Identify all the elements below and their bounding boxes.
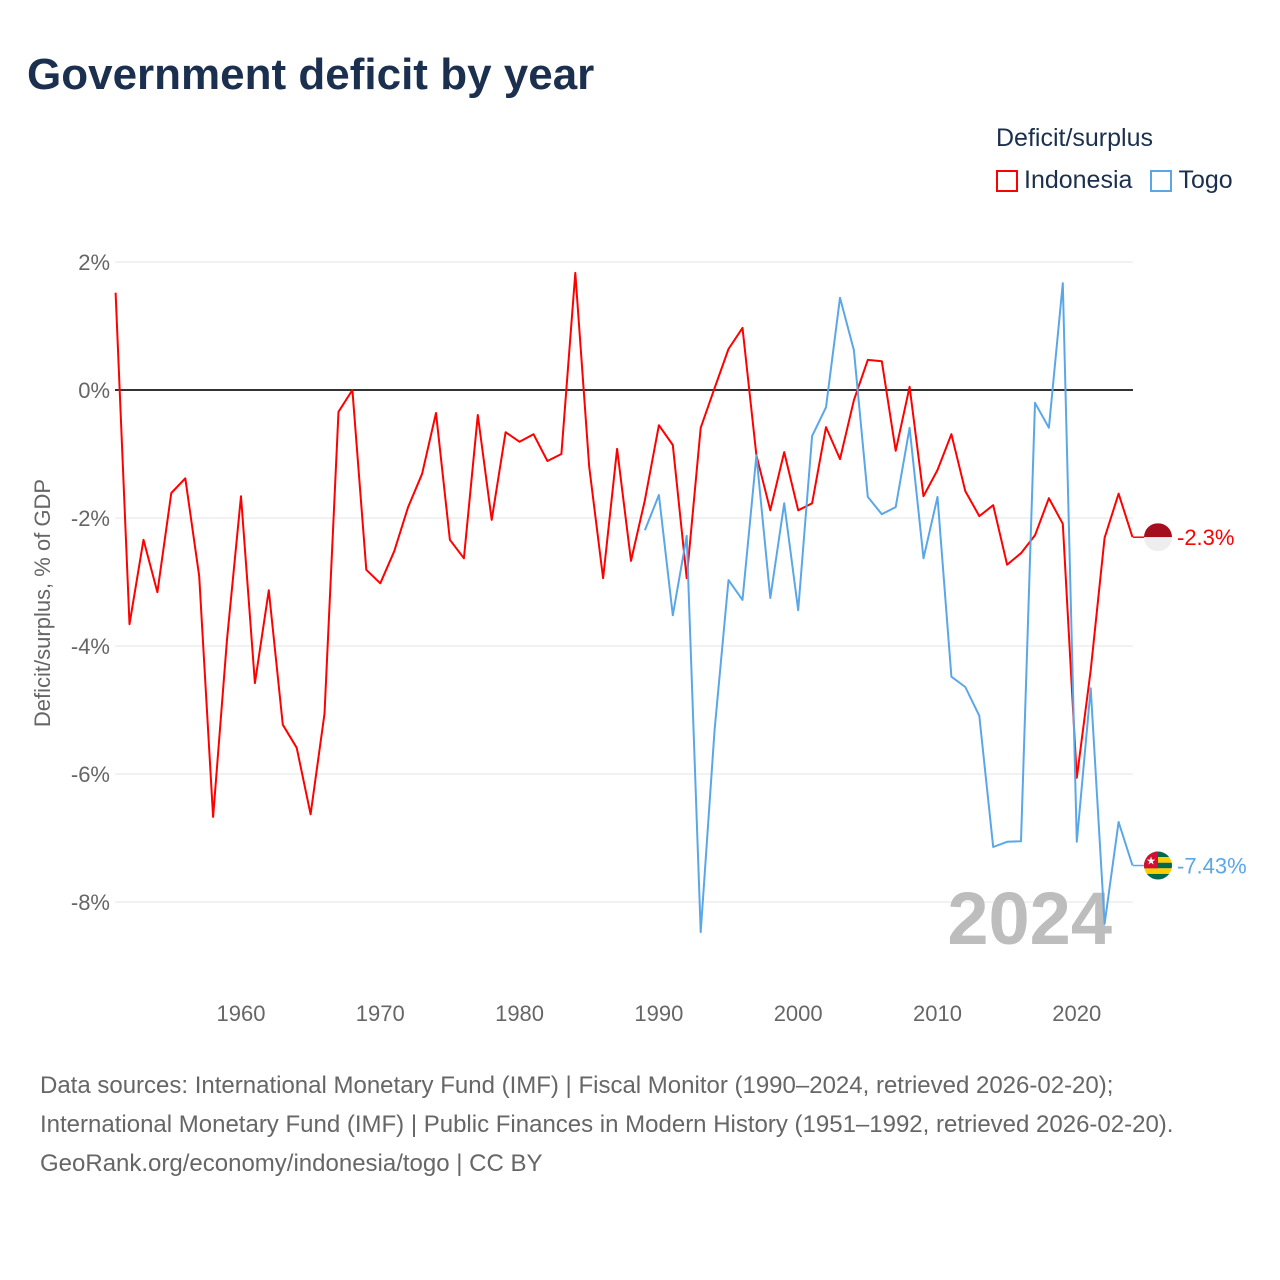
x-tick-label: 2010 bbox=[913, 1001, 962, 1026]
legend-item-indonesia[interactable]: Indonesia bbox=[996, 166, 1132, 195]
end-value-label: -7.43% bbox=[1177, 854, 1247, 879]
x-tick-label: 1970 bbox=[356, 1001, 405, 1026]
chart-title: Government deficit by year bbox=[27, 50, 595, 99]
y-tick-label: -8% bbox=[71, 890, 110, 915]
data-sources: Data sources: International Monetary Fun… bbox=[40, 1072, 1174, 1138]
legend-label: Togo bbox=[1178, 166, 1233, 194]
line-chart: 2% 0% -2% -4% -6% -8% 1960 1970 1980 1990 2000 2010… bbox=[30, 250, 1247, 1026]
credit-link[interactable]: GeoRank.org/economy/indonesia/togo | CC … bbox=[40, 1150, 543, 1177]
x-tick-label: 2020 bbox=[1052, 1001, 1101, 1026]
y-tick-label: -2% bbox=[71, 506, 110, 531]
x-tick-label: 1990 bbox=[634, 1001, 683, 1026]
legend-label: Indonesia bbox=[1024, 166, 1133, 194]
y-tick-label: 0% bbox=[78, 378, 110, 403]
legend: Indonesia Togo bbox=[996, 166, 1233, 195]
togo-flag-icon: ★ bbox=[1144, 851, 1172, 880]
legend-item-togo[interactable]: Togo bbox=[1150, 166, 1233, 195]
legend-swatch bbox=[1150, 169, 1173, 192]
legend-swatch bbox=[996, 169, 1018, 192]
end-value-label: -2.3% bbox=[1177, 525, 1234, 550]
footer: Data sources: International Monetary Fun… bbox=[40, 1066, 1240, 1183]
x-tick-label: 1980 bbox=[495, 1001, 544, 1026]
series-line-indonesia bbox=[114, 271, 1134, 818]
y-tick-label: -4% bbox=[71, 634, 110, 659]
legend-title: Deficit/surplus bbox=[996, 124, 1153, 152]
x-tick-label: 2000 bbox=[774, 1001, 823, 1026]
indonesia-flag-icon bbox=[1144, 523, 1172, 552]
y-tick-label: -6% bbox=[71, 762, 110, 787]
series-line-togo bbox=[643, 282, 1134, 934]
y-tick-label: 2% bbox=[78, 250, 110, 275]
y-axis-label: Deficit/surplus, % of GDP bbox=[30, 479, 55, 727]
x-tick-label: 1960 bbox=[216, 1001, 265, 1026]
year-label: 2024 bbox=[947, 877, 1112, 960]
svg-text:★: ★ bbox=[1146, 856, 1156, 868]
